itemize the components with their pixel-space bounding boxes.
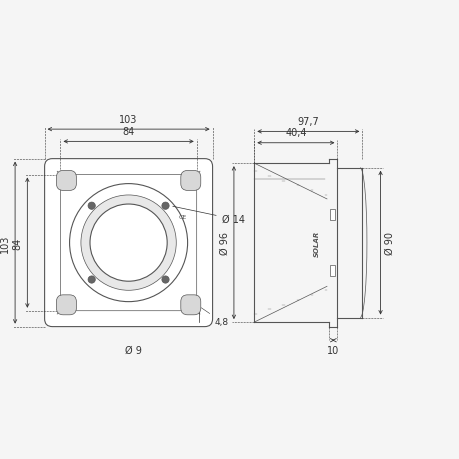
Text: 10: 10 [326, 345, 339, 355]
Text: 84: 84 [122, 127, 134, 137]
Text: 97,7: 97,7 [297, 117, 319, 127]
FancyBboxPatch shape [45, 159, 212, 327]
Circle shape [162, 202, 169, 210]
Text: 4,8: 4,8 [201, 308, 229, 327]
Circle shape [162, 276, 169, 284]
FancyBboxPatch shape [180, 171, 200, 191]
FancyBboxPatch shape [56, 171, 76, 191]
Text: 103: 103 [119, 114, 138, 124]
FancyBboxPatch shape [180, 295, 200, 315]
Text: Ø 96: Ø 96 [219, 232, 229, 255]
Text: CE: CE [179, 214, 187, 219]
Text: 84: 84 [12, 237, 22, 249]
Text: SOLAR: SOLAR [313, 230, 319, 256]
Text: Ø 90: Ø 90 [384, 232, 394, 255]
Text: Ø 9: Ø 9 [124, 345, 141, 355]
Bar [329, 210, 334, 221]
Text: 103: 103 [0, 234, 10, 252]
Bar [329, 265, 334, 276]
Circle shape [69, 184, 187, 302]
Circle shape [88, 276, 95, 284]
Circle shape [88, 202, 95, 210]
Circle shape [81, 196, 176, 291]
FancyBboxPatch shape [56, 295, 76, 315]
Text: Ø 14: Ø 14 [173, 207, 244, 224]
Text: 40,4: 40,4 [285, 128, 306, 138]
Circle shape [90, 205, 167, 281]
